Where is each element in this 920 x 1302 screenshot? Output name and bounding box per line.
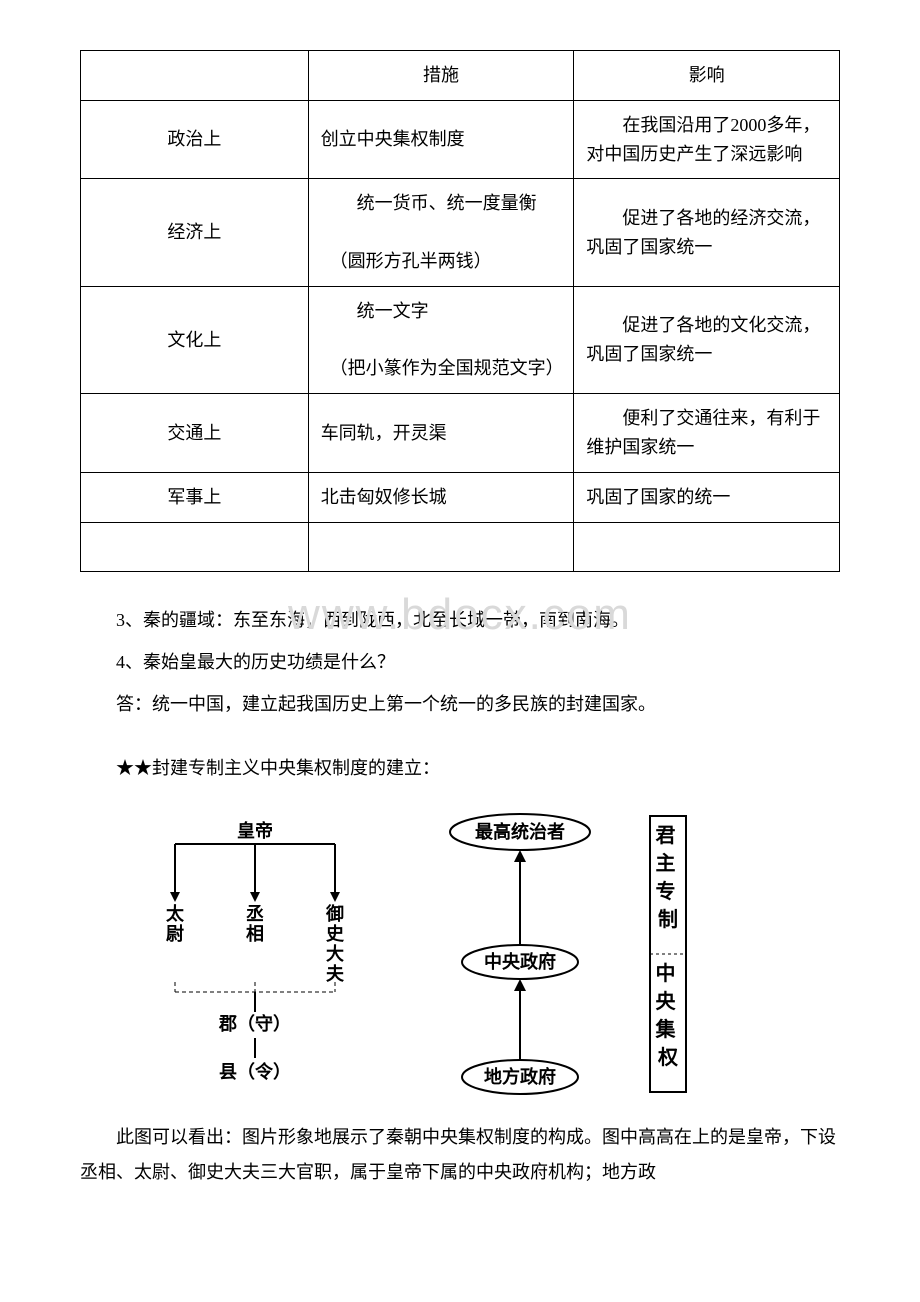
header-col3: 影响 xyxy=(574,51,840,101)
label-central-gov: 中央政府 xyxy=(484,951,556,972)
section-heading: ★★封建专制主义中央集权制度的建立： xyxy=(80,750,840,786)
cell-aspect: 经济上 xyxy=(81,179,309,286)
cell-measure: 北击匈奴修长城 xyxy=(308,472,574,522)
paragraph-answer: 答：统一中国，建立起我国历史上第一个统一的多民族的封建国家。 xyxy=(80,686,840,722)
label-xian: 县（令） xyxy=(219,1061,291,1082)
cell-aspect: 文化上 xyxy=(81,286,309,393)
cell-measure: 车同轨，开灵渠 xyxy=(308,394,574,473)
measure-line: 统一文字 xyxy=(321,301,429,321)
centralization-diagram: 皇帝 太尉 丞相 御史大夫 郡（守） 县（令） xyxy=(80,802,840,1102)
measure-line: （把小篆作为全国规范文字） xyxy=(321,358,564,378)
measures-table: 措施 影响 政治上 创立中央集权制度 在我国沿用了2000多年，对中国历史产生了… xyxy=(80,50,840,572)
header-col2: 措施 xyxy=(308,51,574,101)
diagram-caption: 此图可以看出：图片形象地展示了秦朝中央集权制度的构成。图中高高在上的是皇帝，下设… xyxy=(80,1120,840,1188)
table-row: 文化上 统一文字 （把小篆作为全国规范文字） 促进了各地的文化交流，巩固了国家统… xyxy=(81,286,840,393)
table-row: 交通上 车同轨，开灵渠 便利了交通往来，有利于维护国家统一 xyxy=(81,394,840,473)
cell-effect: 在我国沿用了2000多年，对中国历史产生了深远影响 xyxy=(574,100,840,179)
label-yushidafu: 御史大夫 xyxy=(325,903,345,984)
cell-effect: 巩固了国家的统一 xyxy=(574,472,840,522)
cell-empty xyxy=(81,522,309,572)
cell-effect: 促进了各地的文化交流，巩固了国家统一 xyxy=(574,286,840,393)
label-chengxiang: 丞相 xyxy=(246,904,264,944)
paragraph-territory: 3、秦的疆域：东至东海，西到陇西，北至长城一带，南到南海。 xyxy=(80,602,840,638)
cell-effect: 便利了交通往来，有利于维护国家统一 xyxy=(574,394,840,473)
cell-effect: 促进了各地的经济交流，巩固了国家统一 xyxy=(574,179,840,286)
cell-empty xyxy=(574,522,840,572)
table-row-empty xyxy=(81,522,840,572)
label-supreme-ruler: 最高统治者 xyxy=(475,821,565,842)
cell-aspect: 交通上 xyxy=(81,394,309,473)
label-jun: 郡（守） xyxy=(218,1013,291,1034)
cell-measure: 统一文字 （把小篆作为全国规范文字） xyxy=(308,286,574,393)
label-taiwei: 太尉 xyxy=(166,903,185,944)
cell-aspect: 军事上 xyxy=(81,472,309,522)
cell-empty xyxy=(308,522,574,572)
table-row: 政治上 创立中央集权制度 在我国沿用了2000多年，对中国历史产生了深远影响 xyxy=(81,100,840,179)
paragraph-question: 4、秦始皇最大的历史功绩是什么？ xyxy=(80,644,840,680)
cell-measure: 统一货币、统一度量衡 （圆形方孔半两钱） xyxy=(308,179,574,286)
measure-line: （圆形方孔半两钱） xyxy=(321,251,492,271)
label-emperor: 皇帝 xyxy=(237,820,273,841)
diagram-svg: 皇帝 太尉 丞相 御史大夫 郡（守） 县（令） xyxy=(80,802,720,1102)
table-row: 经济上 统一货币、统一度量衡 （圆形方孔半两钱） 促进了各地的经济交流，巩固了国… xyxy=(81,179,840,286)
header-col1 xyxy=(81,51,309,101)
label-local-gov: 地方政府 xyxy=(484,1066,556,1087)
cell-aspect: 政治上 xyxy=(81,100,309,179)
table-header-row: 措施 影响 xyxy=(81,51,840,101)
cell-measure: 创立中央集权制度 xyxy=(308,100,574,179)
table-row: 军事上 北击匈奴修长城 巩固了国家的统一 xyxy=(81,472,840,522)
measure-line: 统一货币、统一度量衡 xyxy=(321,193,537,213)
